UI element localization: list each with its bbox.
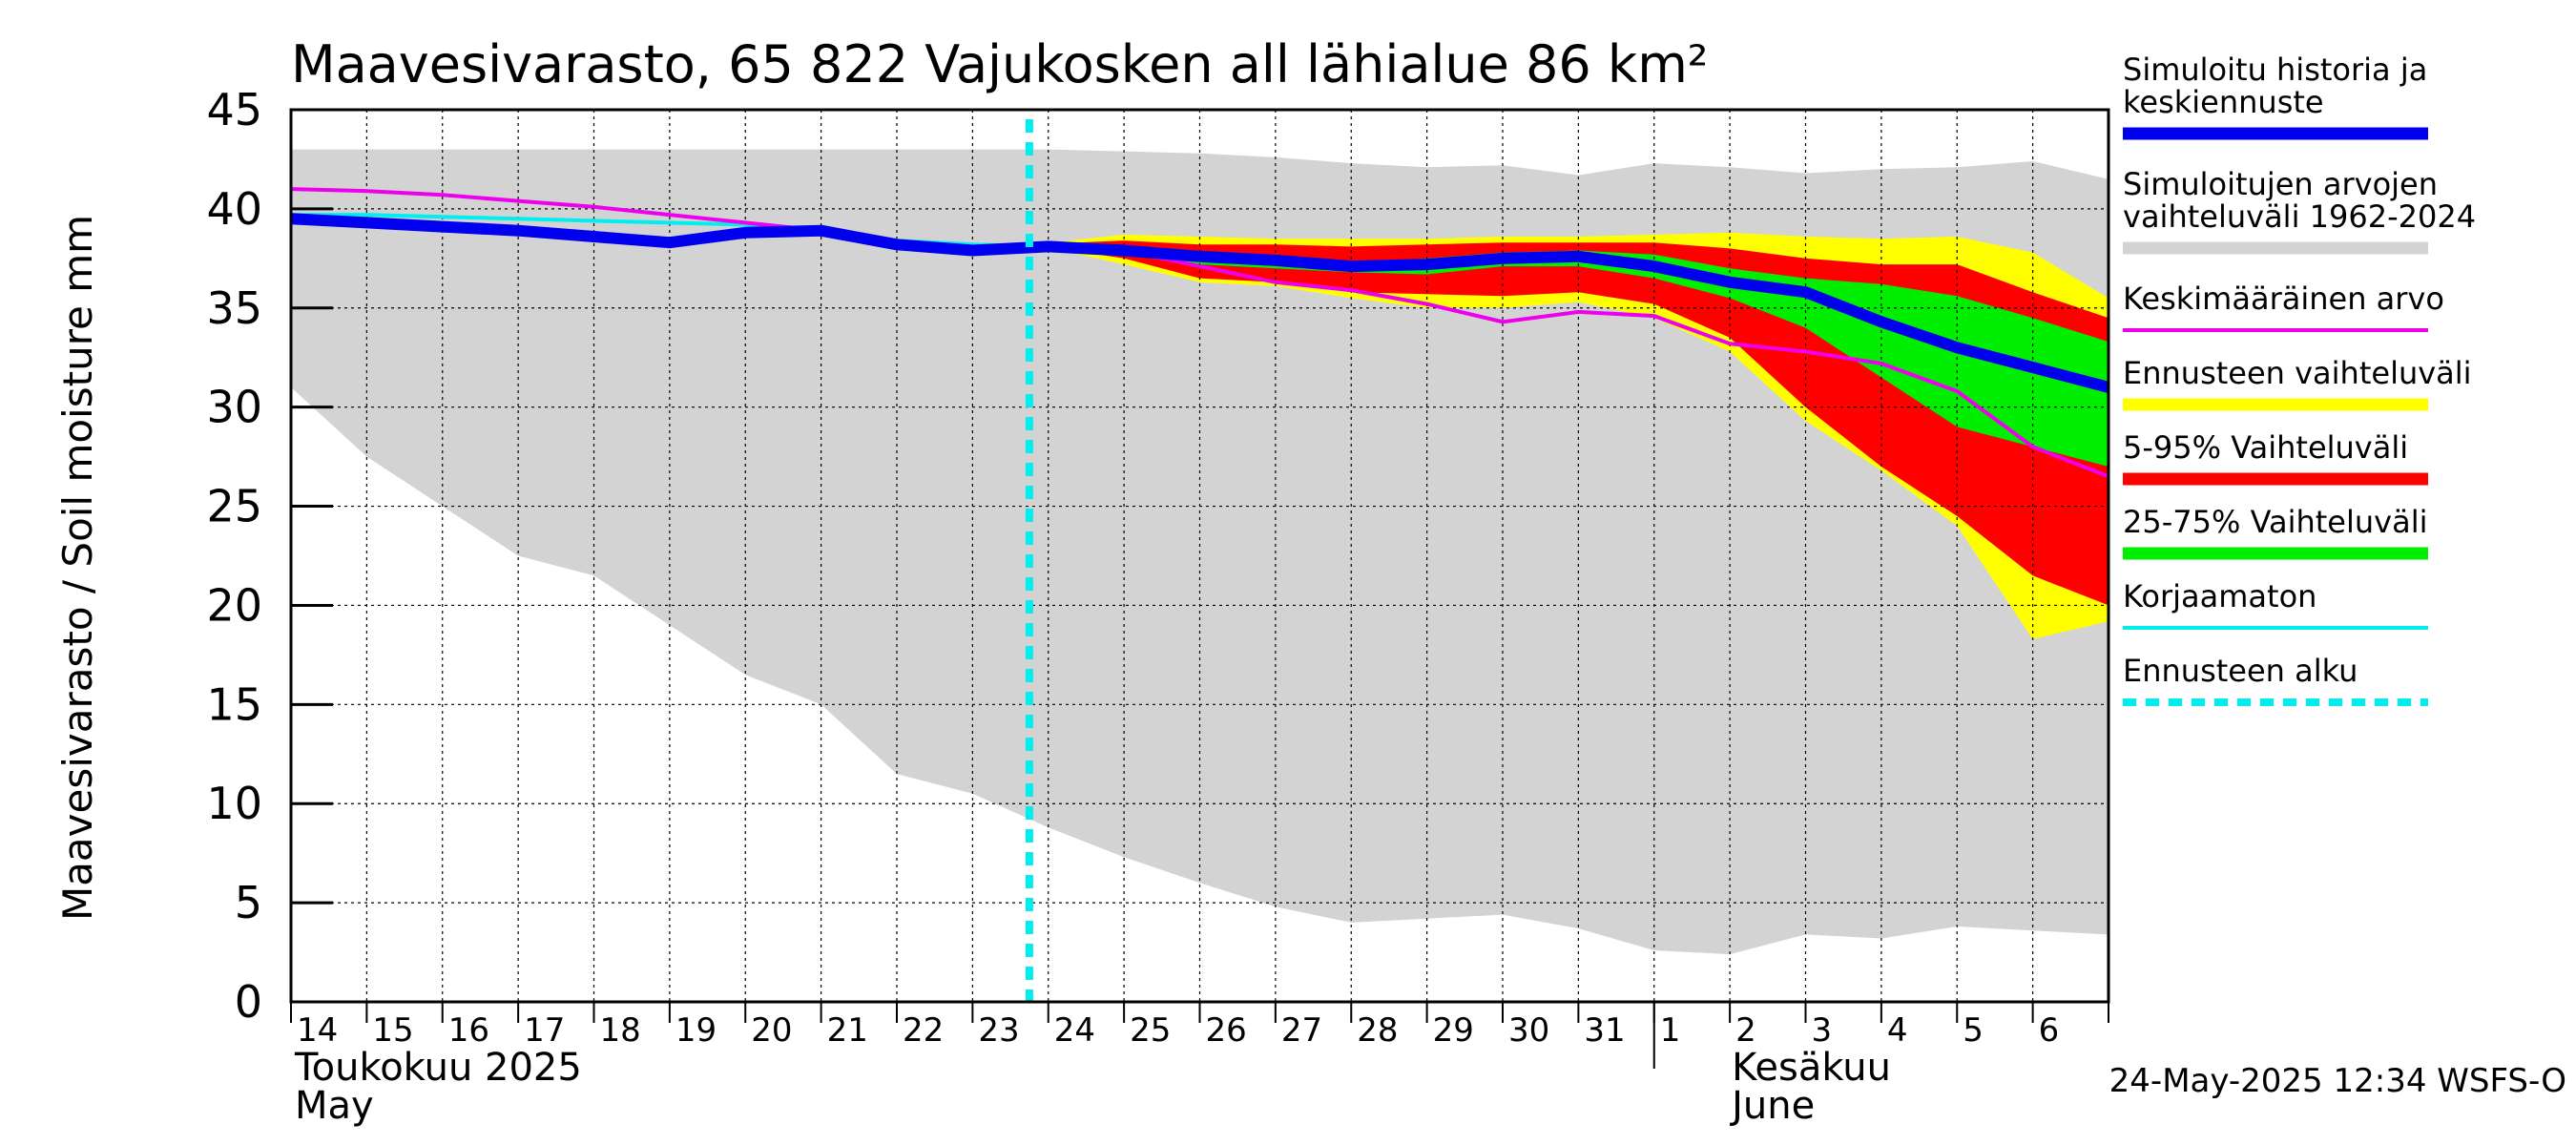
x-day-label: 17 [524, 1011, 565, 1050]
x-day-label: 27 [1281, 1011, 1322, 1050]
x-day-label: 22 [903, 1011, 944, 1050]
y-tick-label: 5 [235, 877, 262, 928]
y-tick-label: 10 [206, 778, 262, 829]
y-tick-label: 30 [206, 382, 262, 433]
x-day-label: 6 [2039, 1011, 2060, 1050]
chart-title: Maavesivarasto, 65 822 Vajukosken all lä… [291, 34, 1708, 94]
x-day-label: 2 [1735, 1011, 1756, 1050]
x-day-label: 29 [1433, 1011, 1474, 1050]
x-day-label: 1 [1660, 1011, 1681, 1050]
x-day-label: 4 [1887, 1011, 1908, 1050]
y-tick-label: 20 [206, 579, 262, 631]
x-day-label: 25 [1130, 1011, 1171, 1050]
legend-label: Ennusteen vaihteluväli [2123, 355, 2472, 391]
y-tick-label: 45 [206, 84, 262, 135]
legend-label: 25-75% Vaihteluväli [2123, 504, 2427, 540]
y-axis-label: Maavesivarasto / Soil moisture mm [54, 215, 101, 921]
month-label: Kesäkuu [1732, 1046, 1891, 1090]
legend-label: Ennusteen alku [2123, 653, 2358, 689]
x-day-label: 23 [978, 1011, 1019, 1050]
month-label-en: May [295, 1084, 374, 1128]
legend-label: Simuloitujen arvojen [2123, 166, 2438, 202]
legend-label: keskiennuste [2123, 84, 2324, 120]
x-day-label: 26 [1206, 1011, 1247, 1050]
x-day-label: 20 [751, 1011, 792, 1050]
timestamp-footer: 24-May-2025 12:34 WSFS-O [2109, 1062, 2566, 1100]
legend-label: 5-95% Vaihteluväli [2123, 429, 2408, 466]
x-day-label: 5 [1963, 1011, 1984, 1050]
y-tick-label: 0 [235, 976, 262, 1028]
x-day-label: 21 [827, 1011, 868, 1050]
month-label-en: June [1729, 1084, 1815, 1128]
x-day-label: 31 [1584, 1011, 1625, 1050]
legend-label: vaihteluväli 1962-2024 [2123, 198, 2476, 235]
lines-layer [290, 119, 2110, 1002]
x-day-label: 16 [448, 1011, 489, 1050]
x-day-label: 3 [1812, 1011, 1833, 1050]
y-tick-label: 15 [206, 678, 262, 730]
mean-line [290, 187, 2109, 479]
legend-label: Korjaamaton [2123, 578, 2316, 614]
x-day-label: 30 [1508, 1011, 1549, 1050]
legend-label: Simuloitu historia ja [2123, 52, 2427, 88]
x-day-label: 28 [1357, 1011, 1398, 1050]
y-tick-label: 25 [206, 481, 262, 532]
month-label: Toukokuu 2025 [294, 1046, 582, 1090]
y-tick-label: 35 [206, 282, 262, 334]
x-day-label: 19 [675, 1011, 717, 1050]
legend-label: Keskimääräinen arvo [2123, 281, 2444, 317]
simulated-line [290, 213, 2110, 393]
x-day-label: 24 [1054, 1011, 1095, 1050]
x-day-label: 15 [372, 1011, 413, 1050]
y-tick-label: 40 [206, 183, 262, 235]
x-day-label: 18 [600, 1011, 641, 1050]
x-day-label: 14 [297, 1011, 338, 1050]
